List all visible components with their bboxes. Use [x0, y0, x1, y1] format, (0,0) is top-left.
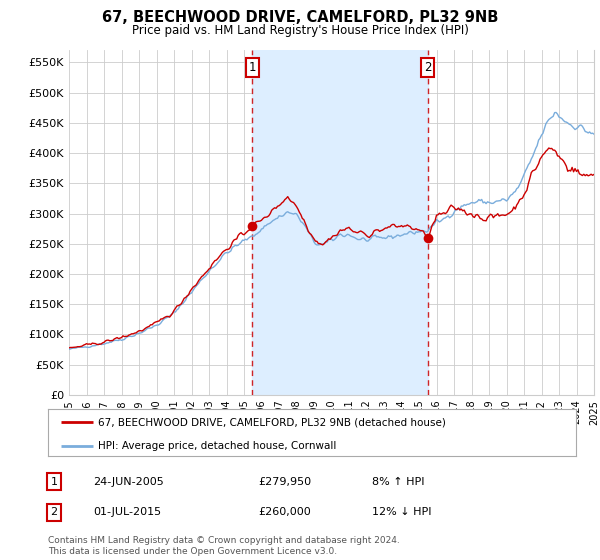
- Text: 1: 1: [50, 477, 58, 487]
- Text: 01-JUL-2015: 01-JUL-2015: [93, 507, 161, 517]
- Text: 67, BEECHWOOD DRIVE, CAMELFORD, PL32 9NB (detached house): 67, BEECHWOOD DRIVE, CAMELFORD, PL32 9NB…: [98, 417, 446, 427]
- Text: Price paid vs. HM Land Registry's House Price Index (HPI): Price paid vs. HM Land Registry's House …: [131, 24, 469, 36]
- Text: £279,950: £279,950: [258, 477, 311, 487]
- Text: Contains HM Land Registry data © Crown copyright and database right 2024.
This d: Contains HM Land Registry data © Crown c…: [48, 536, 400, 556]
- Bar: [253, 50, 428, 395]
- Text: £260,000: £260,000: [258, 507, 311, 517]
- Text: 67, BEECHWOOD DRIVE, CAMELFORD, PL32 9NB: 67, BEECHWOOD DRIVE, CAMELFORD, PL32 9NB: [102, 10, 498, 25]
- Text: HPI: Average price, detached house, Cornwall: HPI: Average price, detached house, Corn…: [98, 441, 337, 451]
- Text: 2: 2: [424, 60, 431, 74]
- Text: 1: 1: [248, 60, 256, 74]
- Text: 8% ↑ HPI: 8% ↑ HPI: [372, 477, 425, 487]
- Text: 12% ↓ HPI: 12% ↓ HPI: [372, 507, 431, 517]
- Text: 2: 2: [50, 507, 58, 517]
- Text: 24-JUN-2005: 24-JUN-2005: [93, 477, 164, 487]
